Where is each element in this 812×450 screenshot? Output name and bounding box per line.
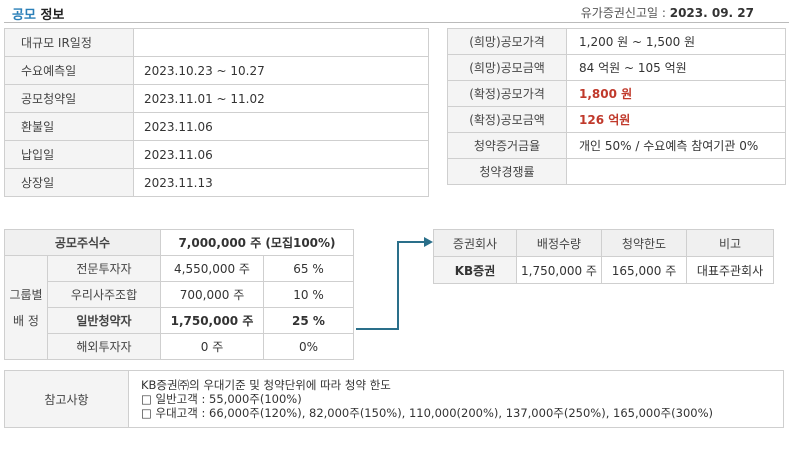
schedule-label: 수요예측일 [4, 56, 134, 85]
underwriter-limit: 165,000 주 [601, 256, 687, 284]
investor-type-retail: 일반청약자 [47, 307, 161, 334]
investor-type: 해외투자자 [47, 333, 161, 360]
pricing-label: (희망)공모가격 [447, 28, 567, 55]
pricing-label: (희망)공모금액 [447, 54, 567, 81]
col-header-qty: 배정수량 [516, 229, 602, 257]
allocated-shares: 4,550,000 주 [160, 255, 264, 282]
pricing-row: (희망)공모가격 1,200 원 ~ 1,500 원 [447, 28, 786, 55]
title-rest: 정보 [35, 8, 65, 23]
filing-date: 2023. 09. 27 [669, 6, 754, 20]
schedule-table: 대규모 IR일정 수요예측일 2023.10.23 ~ 10.27 공모청약일 20… [4, 28, 429, 197]
group-label-line2: 배 정 [13, 313, 39, 328]
underwriter-table: 증권회사 배정수량 청약한도 비고 KB증권 1,750,000 주 165,0… [433, 229, 774, 284]
pricing-label: 청약경쟁률 [447, 158, 567, 185]
allocated-pct: 0% [263, 333, 354, 360]
schedule-value: 2023.11.06 [133, 140, 429, 169]
allocated-shares: 0 주 [160, 333, 264, 360]
reference-line: □ 일반고객 : 55,000주(100%) [141, 392, 302, 406]
pricing-row: (희망)공모금액 84 억원 ~ 105 억원 [447, 54, 786, 81]
title-accent: 공모 [12, 8, 36, 23]
confirmed-amount-value: 126 억원 [566, 106, 786, 133]
allocated-shares: 700,000 주 [160, 281, 264, 308]
confirmed-price-value: 1,800 원 [566, 80, 786, 107]
schedule-label: 대규모 IR일정 [4, 28, 134, 57]
pricing-row: 청약경쟁률 [447, 158, 786, 185]
schedule-label: 상장일 [4, 168, 134, 197]
pricing-value: 84 억원 ~ 105 억원 [566, 54, 786, 81]
underwriter-header-row: 증권회사 배정수량 청약한도 비고 [433, 229, 774, 257]
schedule-label: 환불일 [4, 112, 134, 141]
group-label-line1: 그룹별 [9, 287, 43, 302]
underwriter-firm: KB증권 [433, 256, 517, 284]
reference-table: 참고사항 KB증권㈜의 우대기준 및 청약단위에 따라 청약 한도 □ 일반고객… [4, 370, 784, 428]
reference-content: KB증권㈜의 우대기준 및 청약단위에 따라 청약 한도 □ 일반고객 : 55… [128, 370, 784, 428]
schedule-row: 대규모 IR일정 [4, 28, 429, 57]
allocation-row: 일반청약자 1,750,000 주 25 % [5, 307, 354, 334]
schedule-row: 상장일 2023.11.13 [4, 168, 429, 197]
pricing-value: 1,200 원 ~ 1,500 원 [566, 28, 786, 55]
pricing-row: 청약증거금율 개인 50% / 수요예측 참여기관 0% [447, 132, 786, 159]
title-divider [4, 22, 789, 23]
underwriter-row: KB증권 1,750,000 주 165,000 주 대표주관회사 [433, 256, 774, 284]
schedule-row: 납입일 2023.11.06 [4, 140, 429, 169]
total-shares-value: 7,000,000 주 (모집100%) [160, 229, 354, 256]
pricing-label: (확정)공모금액 [447, 106, 567, 133]
pricing-row: (확정)공모금액 126 억원 [447, 106, 786, 133]
reference-line: KB증권㈜의 우대기준 및 청약단위에 따라 청약 한도 [141, 378, 391, 392]
underwriter-note: 대표주관회사 [686, 256, 774, 284]
schedule-value: 2023.11.13 [133, 168, 429, 197]
schedule-value [133, 28, 429, 57]
schedule-label: 납입일 [4, 140, 134, 169]
pricing-table: (희망)공모가격 1,200 원 ~ 1,500 원 (희망)공모금액 84 억원 … [447, 28, 786, 185]
reference-row: 참고사항 KB증권㈜의 우대기준 및 청약단위에 따라 청약 한도 □ 일반고객… [4, 370, 784, 428]
col-header-limit: 청약한도 [601, 229, 687, 257]
filing-date-label: 유가증권신고일 : 2023. 09. 27 [581, 4, 754, 21]
filing-label: 유가증권신고일 : [580, 6, 670, 20]
col-header-note: 비고 [686, 229, 774, 257]
col-header-firm: 증권회사 [433, 229, 517, 257]
underwriter-qty: 1,750,000 주 [516, 256, 602, 284]
pricing-value [566, 158, 786, 185]
section-title: 공모 정보 [12, 4, 64, 23]
pricing-label: 청약증거금율 [447, 132, 567, 159]
reference-label: 참고사항 [4, 370, 129, 428]
allocation-row: 해외투자자 0 주 0% [5, 333, 354, 360]
allocation-table: 공모주식수 7,000,000 주 (모집100%) 그룹별 배 정 전문투자자 … [4, 229, 354, 360]
reference-line: □ 우대고객 : 66,000주(120%), 82,000주(150%), 1… [141, 406, 713, 420]
schedule-row: 공모청약일 2023.11.01 ~ 11.02 [4, 84, 429, 113]
